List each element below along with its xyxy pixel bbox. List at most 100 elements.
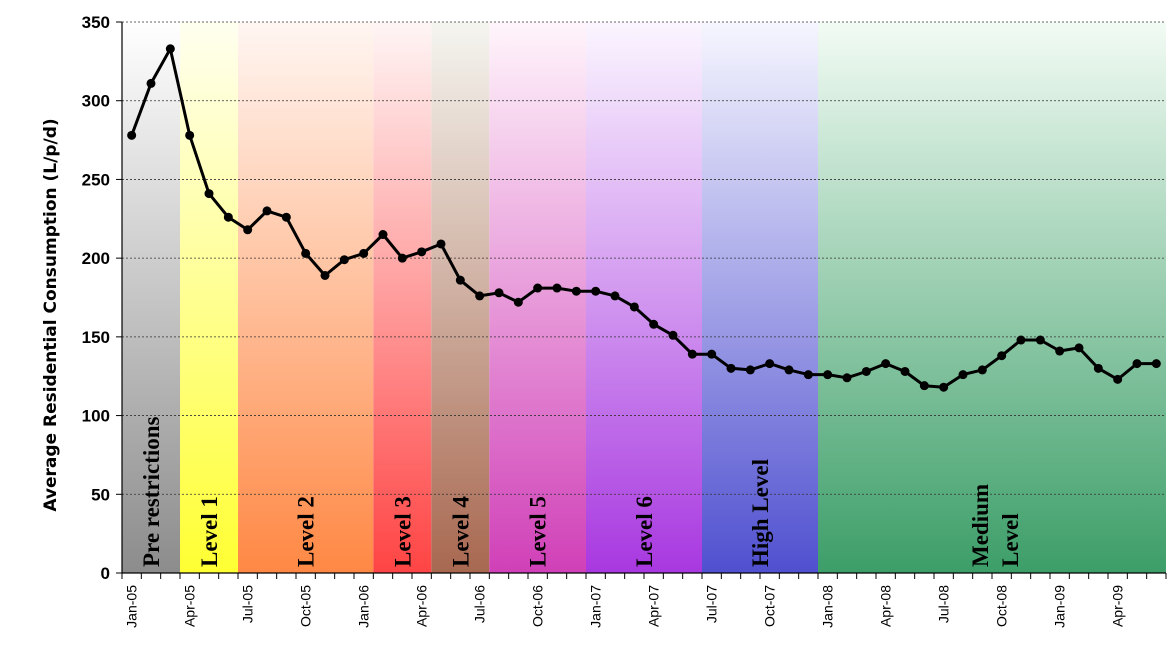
data-point [417, 247, 427, 257]
restriction-label: High Level [748, 459, 773, 567]
restriction-band [373, 22, 432, 573]
data-point [1016, 335, 1026, 345]
x-tick-label: Oct-05 [298, 585, 314, 627]
restriction-label: Level 1 [197, 496, 222, 567]
restriction-band [586, 22, 702, 573]
data-point [745, 365, 755, 375]
data-point [1035, 335, 1045, 345]
data-point [223, 212, 233, 222]
x-tick-label: Jul-08 [936, 585, 952, 623]
x-tick-label: Oct-07 [762, 585, 778, 627]
data-point [610, 291, 620, 301]
restriction-band [818, 22, 1166, 573]
restriction-label: Level 5 [526, 496, 551, 567]
x-tick-labels: Jan-05 Apr-05 Jul-05 Oct-05 Jan-06 Apr-06 Jul-… [124, 585, 1126, 628]
data-point [1093, 363, 1103, 373]
data-point [784, 365, 794, 375]
restriction-label: Level 2 [294, 496, 319, 567]
y-axis-label: Average Residential Consumption (L/p/d) [41, 118, 61, 511]
x-tick-label: Apr-06 [414, 585, 430, 627]
data-point [1055, 346, 1065, 356]
y-tick-label: 100 [82, 407, 110, 426]
data-point [243, 225, 253, 235]
restriction-bands [122, 22, 1166, 573]
data-point [146, 78, 156, 88]
restriction-band [702, 22, 818, 573]
consumption-series [127, 44, 1161, 392]
data-point [281, 212, 291, 222]
restriction-band [180, 22, 238, 573]
y-tick-label: 0 [101, 564, 110, 583]
data-point [1151, 359, 1161, 369]
data-point [842, 373, 852, 383]
data-point [803, 370, 813, 380]
data-point [185, 130, 195, 140]
x-tick-label: Jan-06 [356, 585, 372, 628]
x-tick-label: Jul-06 [472, 585, 488, 623]
data-point [204, 189, 214, 199]
data-point [977, 365, 987, 375]
data-point [127, 130, 137, 140]
x-tick-label: Jan-07 [588, 585, 604, 628]
restriction-label: Level 3 [390, 496, 415, 567]
data-point [301, 248, 311, 258]
data-point [436, 239, 446, 249]
data-point [823, 370, 833, 380]
data-point [668, 330, 678, 340]
restriction-band [238, 22, 374, 573]
data-point [320, 270, 330, 280]
data-point [494, 288, 504, 298]
data-point [958, 370, 968, 380]
data-point [262, 206, 272, 216]
data-point [513, 297, 523, 307]
axes [116, 21, 1167, 579]
restriction-labels: Pre restrictions Level 1 Level 2 Level 3 Lev… [139, 416, 1023, 567]
restriction-label: Level 6 [632, 496, 657, 567]
data-point [359, 248, 369, 258]
data-point [571, 286, 581, 296]
data-point [629, 302, 639, 312]
y-tick-label: 250 [82, 170, 110, 189]
y-tick-label: 50 [91, 485, 110, 504]
x-tick-label: Jul-05 [240, 585, 256, 623]
x-tick-label: Oct-08 [994, 585, 1010, 627]
data-point [591, 286, 601, 296]
y-tick-labels: 0 50 100 150 200 250 300 350 [82, 13, 110, 583]
x-tick-label: Apr-08 [878, 585, 894, 627]
data-point [1074, 343, 1084, 353]
data-point [397, 253, 407, 263]
data-point [533, 283, 543, 293]
x-tick-label: Jan-08 [820, 585, 836, 628]
data-point [455, 275, 465, 285]
data-point [687, 349, 697, 359]
data-point [900, 366, 910, 376]
gridlines [122, 21, 1166, 495]
data-point [1113, 374, 1123, 384]
x-tick-label: Jan-05 [124, 585, 140, 628]
x-tick-label: Jul-07 [704, 585, 720, 623]
x-tick-label: Oct-06 [530, 585, 546, 627]
restriction-label: Level [998, 513, 1023, 567]
data-point [475, 291, 485, 301]
data-point [881, 359, 891, 369]
x-tick-label: Apr-09 [1110, 585, 1126, 627]
y-tick-label: 300 [82, 92, 110, 111]
data-point [726, 363, 736, 373]
y-tick-label: 350 [82, 13, 110, 32]
y-tick-label: 200 [82, 249, 110, 268]
restriction-label: Pre restrictions [139, 416, 164, 567]
restriction-band [122, 22, 180, 573]
data-point [861, 366, 871, 376]
restriction-label: Level 4 [448, 496, 473, 567]
x-tick-label: Apr-07 [646, 585, 662, 627]
restriction-band [489, 22, 586, 573]
restriction-label: Medium [968, 484, 993, 567]
data-point [378, 230, 388, 240]
data-point [765, 359, 775, 369]
data-point [649, 319, 659, 329]
data-point [919, 381, 929, 391]
data-point [707, 349, 717, 359]
y-tick-label: 150 [82, 328, 110, 347]
data-point [1132, 359, 1142, 369]
